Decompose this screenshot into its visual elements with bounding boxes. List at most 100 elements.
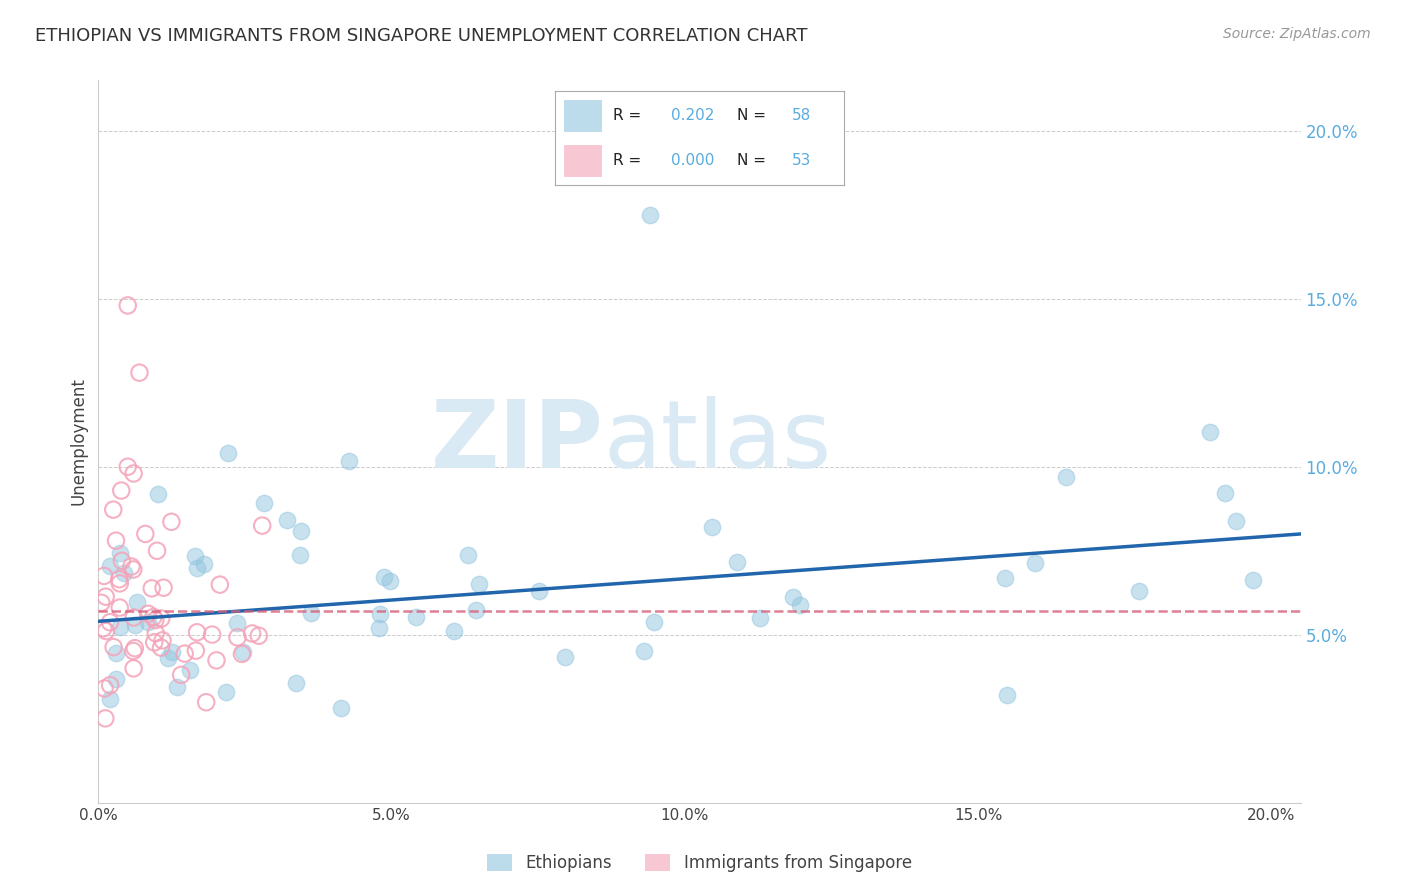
Point: [166, 680, 188, 694]
Point: [162, 645, 184, 659]
Point: [1241, 573, 1264, 587]
Point: [995, 688, 1018, 702]
Point: [179, 663, 201, 677]
Point: [288, 548, 311, 562]
Point: [299, 607, 322, 621]
Y-axis label: Unemployment: Unemployment: [69, 377, 87, 506]
Point: [214, 684, 236, 698]
Point: [240, 626, 263, 640]
Point: [373, 570, 395, 584]
Point: [468, 577, 491, 591]
Point: [285, 676, 308, 690]
Point: [105, 533, 128, 548]
Point: [205, 653, 228, 667]
Point: [136, 615, 159, 629]
Point: [464, 603, 486, 617]
Point: [184, 643, 207, 657]
Point: [108, 620, 131, 634]
Point: [94, 590, 117, 604]
Point: [150, 611, 173, 625]
Point: [405, 610, 427, 624]
Point: [643, 615, 665, 629]
Point: [1054, 470, 1077, 484]
Point: [124, 641, 146, 656]
Point: [93, 681, 115, 696]
Point: [146, 543, 169, 558]
Point: [120, 559, 142, 574]
Point: [152, 581, 174, 595]
Point: [193, 558, 215, 572]
Point: [160, 515, 183, 529]
Point: [143, 635, 166, 649]
Point: [380, 574, 402, 589]
Point: [136, 607, 159, 621]
Point: [633, 644, 655, 658]
Point: [108, 572, 131, 586]
Legend: Ethiopians, Immigrants from Singapore: Ethiopians, Immigrants from Singapore: [481, 847, 918, 879]
Point: [105, 646, 128, 660]
Point: [103, 502, 125, 516]
Point: [226, 616, 249, 631]
Point: [94, 624, 117, 638]
Point: [117, 298, 139, 312]
Text: ZIP: ZIP: [430, 395, 603, 488]
Point: [111, 554, 134, 568]
Point: [117, 459, 139, 474]
Point: [150, 640, 173, 655]
Point: [98, 559, 121, 574]
Point: [638, 208, 661, 222]
Point: [122, 562, 145, 576]
Point: [108, 576, 131, 591]
Point: [90, 596, 112, 610]
Point: [98, 678, 121, 692]
Point: [1225, 514, 1247, 528]
Point: [105, 672, 128, 686]
Point: [141, 582, 163, 596]
Point: [443, 624, 465, 638]
Point: [122, 661, 145, 675]
Text: ETHIOPIAN VS IMMIGRANTS FROM SINGAPORE UNEMPLOYMENT CORRELATION CHART: ETHIOPIAN VS IMMIGRANTS FROM SINGAPORE U…: [35, 27, 807, 45]
Point: [529, 583, 551, 598]
Point: [195, 695, 218, 709]
Point: [789, 598, 811, 612]
Point: [145, 626, 167, 640]
Point: [1024, 556, 1046, 570]
Point: [457, 548, 479, 562]
Point: [146, 487, 169, 501]
Point: [337, 454, 360, 468]
Point: [217, 446, 239, 460]
Point: [748, 610, 770, 624]
Point: [122, 467, 145, 481]
Point: [367, 621, 389, 635]
Point: [112, 566, 135, 580]
Point: [232, 644, 254, 658]
Text: atlas: atlas: [603, 395, 831, 488]
Point: [103, 640, 125, 654]
Point: [725, 555, 748, 569]
Point: [128, 366, 150, 380]
Point: [124, 617, 146, 632]
Point: [276, 513, 298, 527]
Point: [94, 711, 117, 725]
Text: Source: ZipAtlas.com: Source: ZipAtlas.com: [1223, 27, 1371, 41]
Point: [142, 610, 165, 624]
Point: [184, 549, 207, 563]
Point: [152, 633, 174, 648]
Point: [252, 518, 274, 533]
Point: [91, 622, 114, 636]
Point: [122, 644, 145, 658]
Point: [1128, 583, 1150, 598]
Point: [108, 546, 131, 560]
Point: [1215, 486, 1237, 500]
Point: [93, 569, 115, 583]
Point: [330, 700, 353, 714]
Point: [208, 577, 231, 591]
Point: [186, 561, 208, 575]
Point: [702, 520, 724, 534]
Point: [125, 595, 148, 609]
Point: [98, 615, 121, 630]
Point: [231, 647, 253, 661]
Point: [1198, 425, 1220, 440]
Point: [290, 524, 312, 538]
Point: [98, 691, 121, 706]
